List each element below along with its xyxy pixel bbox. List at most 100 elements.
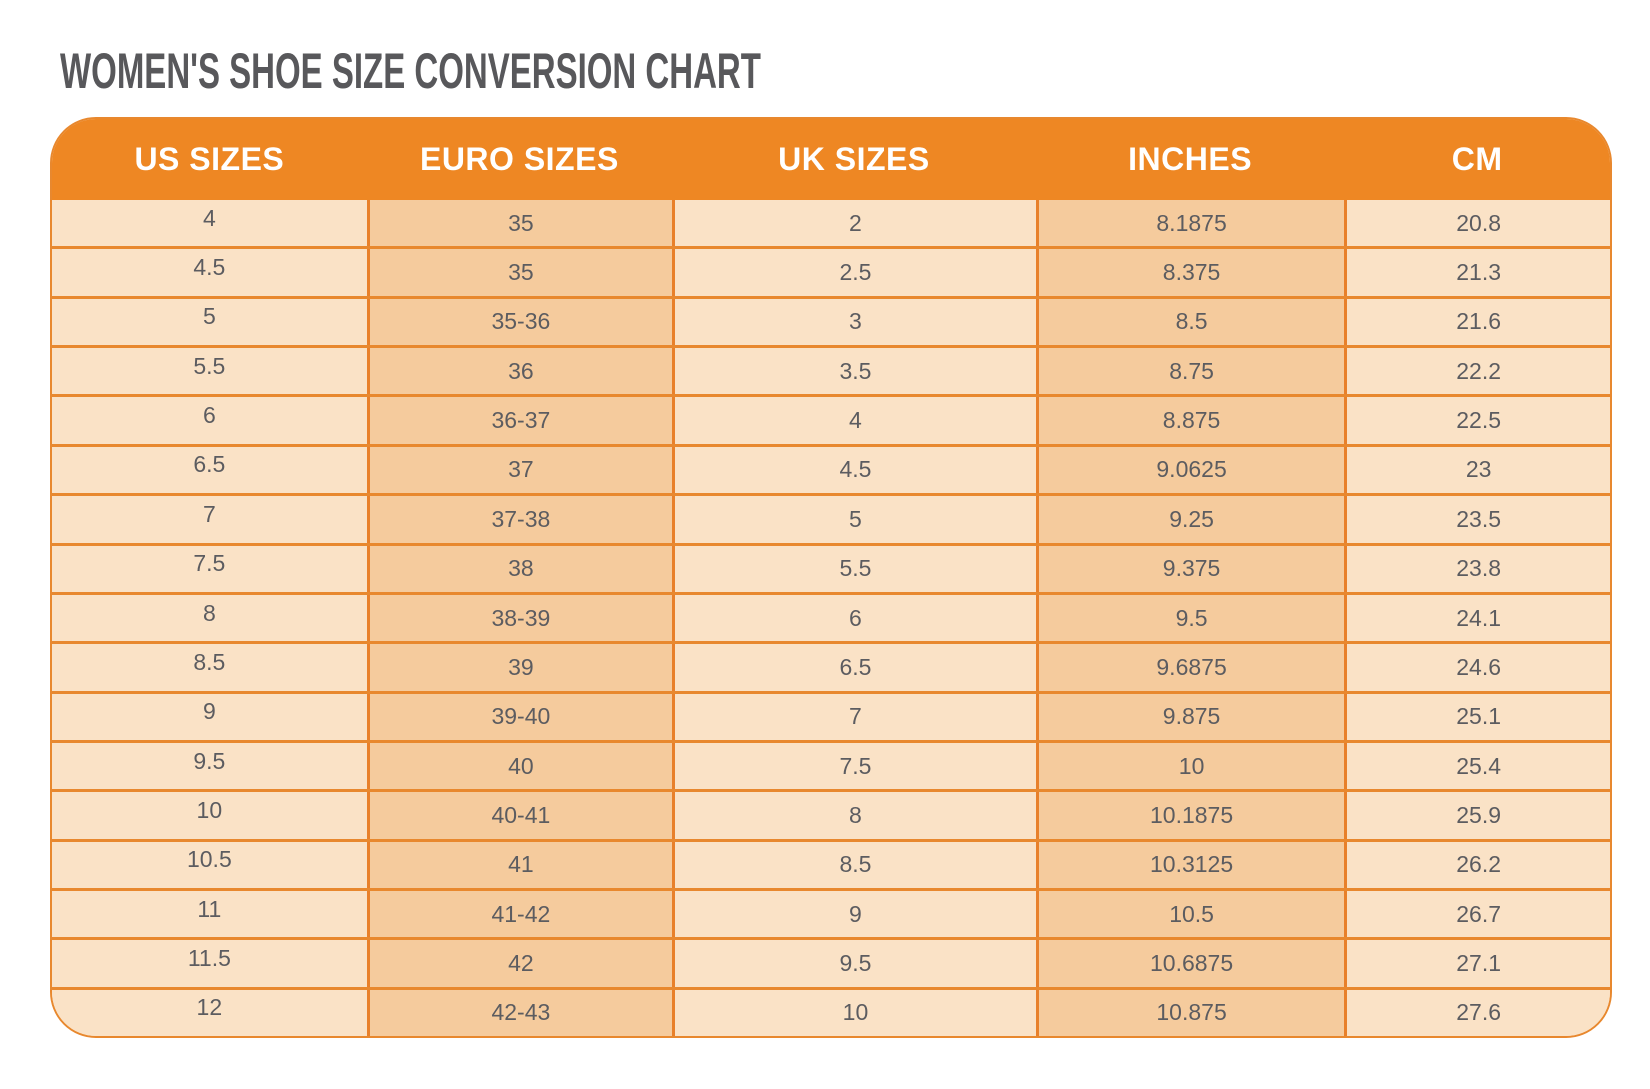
table-row: 8 38-39 6 9.5 24.1: [52, 591, 1610, 642]
table-cell: 2.5: [672, 249, 1036, 296]
table-cell: 23.8: [1344, 545, 1610, 592]
cell-value: 8.375: [1162, 259, 1221, 286]
table-cell: 12: [52, 989, 367, 1036]
table-cell: 25.4: [1344, 742, 1610, 790]
table-cell: 8: [52, 594, 367, 642]
table-cell: 5: [52, 298, 367, 346]
table-row: 4 35 2 8.1875 20.8: [52, 200, 1610, 247]
table-cell: 24.6: [1344, 644, 1610, 691]
table-cell: 10.5: [52, 841, 367, 889]
cell-value: 23.8: [1456, 555, 1502, 582]
table-cell: 9.5: [52, 742, 367, 790]
table-row: 10 40-41 8 10.1875 25.9: [52, 789, 1610, 839]
cell-value: 9.375: [1162, 555, 1221, 582]
cell-value: 5.5: [839, 555, 872, 582]
cell-value: 22.5: [1456, 407, 1502, 434]
cell-value: 23: [1465, 456, 1492, 483]
table-cell: 10.5: [1035, 891, 1345, 938]
cell-value: 4: [849, 407, 862, 434]
table-cell: 25.9: [1344, 792, 1610, 839]
table-cell: 8.5: [672, 841, 1036, 889]
table-row: 12 42-43 10 10.875 27.6: [52, 986, 1610, 1036]
cell-value: 36-37: [491, 407, 551, 434]
cell-value: 6.5: [839, 653, 872, 680]
table-row: 9 39-40 7 9.875 25.1: [52, 690, 1610, 740]
cell-value: 8.875: [1162, 407, 1221, 434]
cell-value: 9.5: [839, 950, 872, 977]
table-cell: 8.5: [52, 644, 367, 691]
cell-value: 8.1875: [1156, 209, 1227, 236]
table-cell: 4: [672, 397, 1036, 444]
table-cell: 7: [52, 496, 367, 543]
table-cell: 35: [366, 200, 673, 247]
table-row: 11 41-42 9 10.5 26.7: [52, 888, 1610, 938]
column-header-us-sizes: US SIZES: [134, 141, 285, 177]
table-cell: 10: [52, 792, 367, 839]
cell-value: 8.5: [839, 851, 872, 878]
table-cell: 9: [672, 891, 1036, 938]
table-cell: 5.5: [672, 545, 1036, 592]
table-cell: 26.2: [1344, 841, 1610, 889]
table-cell: 6: [672, 594, 1036, 642]
table-row: 6.5 37 4.5 9.0625 23: [52, 443, 1610, 494]
table-cell: 9.5: [1035, 594, 1345, 642]
cell-value: 7: [202, 500, 216, 527]
cell-value: 11.5: [187, 945, 231, 972]
table-row: 10.5 41 8.5 10.3125 26.2: [52, 838, 1610, 889]
cell-value: 9.25: [1169, 505, 1214, 532]
table-cell: 8.1875: [1035, 200, 1345, 247]
cell-value: 10.6875: [1150, 950, 1234, 977]
cell-value: 8.5: [193, 648, 226, 675]
cell-value: 9.5: [193, 747, 226, 774]
table-row: 4.5 35 2.5 8.375 21.3: [52, 246, 1610, 296]
cell-value: 41: [508, 851, 534, 878]
cell-value: 23.5: [1456, 505, 1502, 532]
table-cell: 8.75: [1035, 348, 1345, 395]
cell-value: 9.6875: [1156, 653, 1227, 680]
table-cell: 24.1: [1344, 594, 1610, 642]
table-cell: 8.875: [1035, 397, 1345, 444]
cell-value: 37: [508, 456, 534, 483]
cell-value: 3.5: [839, 357, 872, 384]
table-cell: 9.5: [672, 940, 1036, 987]
cell-value: 10.5: [186, 846, 232, 873]
column-header-euro-sizes: EURO SIZES: [419, 141, 619, 177]
cell-value: 21.6: [1456, 308, 1502, 335]
table-cell: 25.1: [1344, 693, 1610, 740]
table-cell: 23: [1344, 446, 1610, 494]
cell-value: 2: [849, 209, 862, 236]
table-header-row: US SIZES EURO SIZES UK SIZES INCHES CM: [52, 119, 1610, 200]
cell-value: 10: [196, 796, 223, 823]
cell-value: 27.6: [1456, 999, 1502, 1026]
cell-value: 10.875: [1156, 999, 1227, 1026]
table-row: 8.5 39 6.5 9.6875 24.6: [52, 641, 1610, 691]
table-cell: 4: [52, 200, 367, 247]
cell-value: 21.3: [1456, 259, 1502, 286]
cell-value: 40: [508, 752, 534, 779]
table-cell: 9.6875: [1035, 644, 1345, 691]
table-cell: 8.5: [1035, 298, 1345, 346]
table-cell: 41: [366, 841, 673, 889]
cell-value: 24.1: [1456, 604, 1502, 631]
cell-value: 6: [202, 402, 216, 429]
table-cell: 38: [366, 545, 673, 592]
table-cell: 11: [52, 891, 367, 938]
cell-value: 26.7: [1456, 900, 1502, 927]
table-cell: 35: [366, 249, 673, 296]
table-cell: 8.375: [1035, 249, 1345, 296]
table-cell: 4.5: [52, 249, 367, 296]
table-cell: 42-43: [366, 989, 673, 1036]
cell-value: 9.5: [1175, 604, 1208, 631]
cell-value: 10.1875: [1150, 801, 1234, 828]
table-row: 5 35-36 3 8.5 21.6: [52, 295, 1610, 346]
cell-value: 4.5: [839, 456, 872, 483]
table-cell: 37-38: [366, 496, 673, 543]
cell-value: 25.4: [1456, 752, 1502, 779]
table-cell: 4.5: [672, 446, 1036, 494]
table-cell: 26.7: [1344, 891, 1610, 938]
cell-value: 27.1: [1456, 950, 1502, 977]
table-body: 4 35 2 8.1875 20.8 4.5 35 2.5 8.375 21.3 5 35-36 3 8.…: [52, 200, 1610, 1036]
cell-value: 5: [202, 303, 216, 330]
table-cell: 10.3125: [1035, 841, 1345, 889]
table-row: 7 37-38 5 9.25 23.5: [52, 493, 1610, 543]
